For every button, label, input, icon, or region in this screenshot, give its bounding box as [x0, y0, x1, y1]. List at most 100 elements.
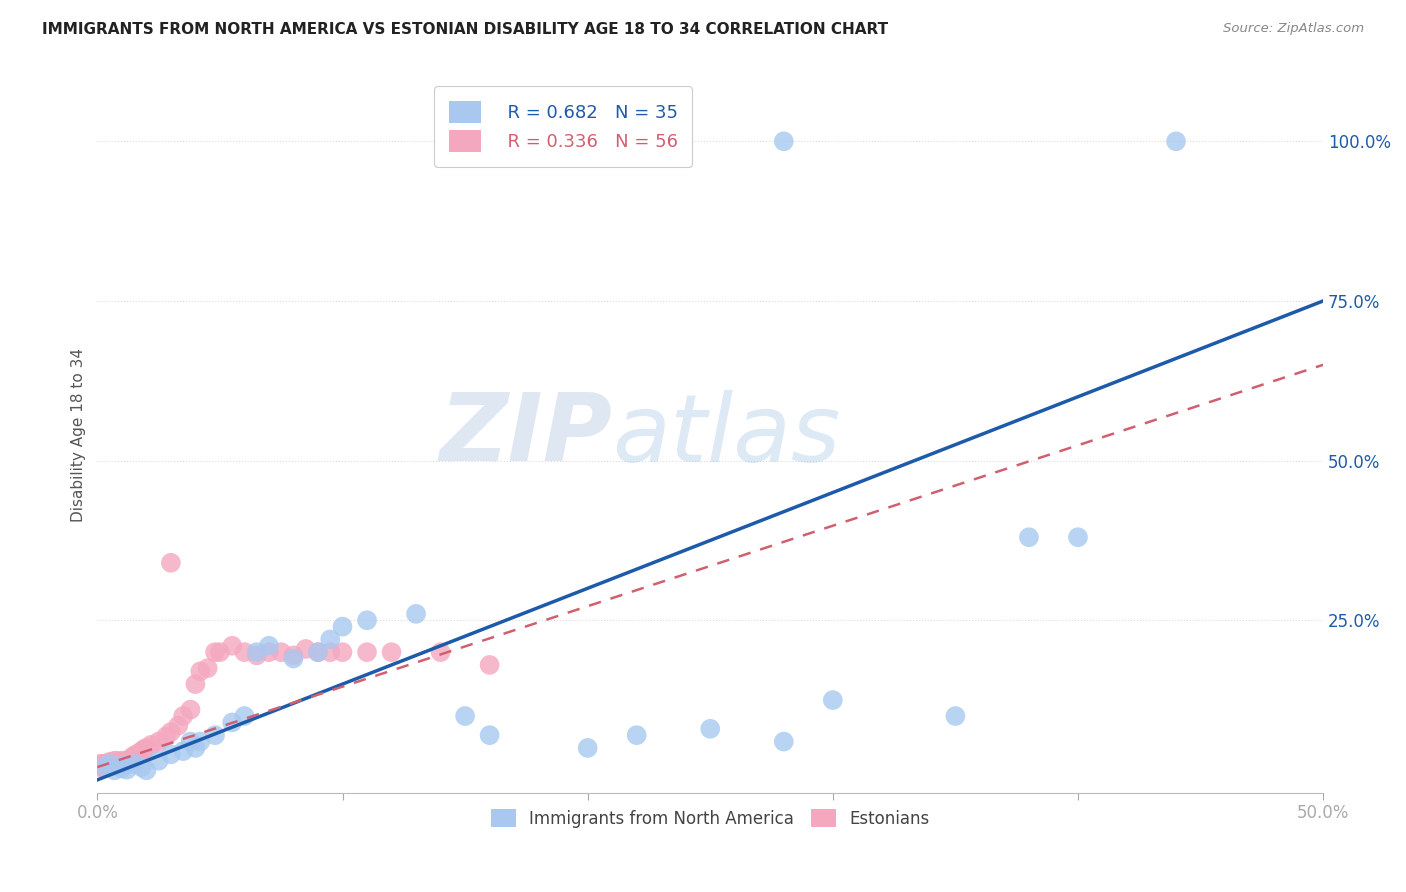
Point [101, 759, 124, 773]
Point [246, 645, 269, 659]
Point [332, 619, 354, 633]
Point [945, 709, 967, 723]
Point [772, 734, 794, 748]
Legend: Immigrants from North America, Estonians: Immigrants from North America, Estonians [484, 803, 936, 834]
Point [233, 709, 256, 723]
Point [1164, 134, 1187, 148]
Point [148, 734, 170, 748]
Point [135, 741, 157, 756]
Point [111, 761, 134, 775]
Point [294, 642, 316, 657]
Point [283, 651, 305, 665]
Point [699, 722, 721, 736]
Point [356, 645, 378, 659]
Point [111, 756, 134, 771]
Point [576, 741, 599, 756]
Point [429, 645, 451, 659]
Point [167, 718, 190, 732]
Point [125, 747, 148, 762]
Text: IMMIGRANTS FROM NORTH AMERICA VS ESTONIAN DISABILITY AGE 18 TO 34 CORRELATION CH: IMMIGRANTS FROM NORTH AMERICA VS ESTONIA… [42, 22, 889, 37]
Point [356, 613, 378, 627]
Point [204, 645, 226, 659]
Point [626, 728, 648, 742]
Point [380, 645, 402, 659]
Point [221, 639, 243, 653]
Point [179, 703, 201, 717]
Point [478, 657, 501, 672]
Point [93, 756, 115, 771]
Point [118, 752, 141, 766]
Point [105, 756, 128, 771]
Point [1018, 530, 1040, 544]
Point [160, 725, 183, 739]
Point [204, 728, 226, 742]
Point [233, 645, 256, 659]
Point [105, 754, 128, 768]
Point [141, 738, 163, 752]
Point [405, 607, 427, 621]
Point [108, 755, 131, 769]
Point [179, 734, 201, 748]
Point [172, 744, 194, 758]
Point [115, 763, 138, 777]
Point [111, 759, 134, 773]
Point [103, 754, 125, 768]
Point [112, 755, 135, 769]
Point [93, 760, 115, 774]
Point [132, 742, 155, 756]
Point [96, 756, 118, 771]
Point [89, 760, 111, 774]
Point [93, 760, 115, 774]
Text: ZIP: ZIP [439, 389, 612, 481]
Text: Source: ZipAtlas.com: Source: ZipAtlas.com [1223, 22, 1364, 36]
Point [478, 728, 501, 742]
Point [821, 693, 844, 707]
Point [122, 748, 145, 763]
Point [221, 715, 243, 730]
Point [319, 645, 342, 659]
Point [246, 648, 269, 663]
Point [128, 746, 150, 760]
Point [121, 750, 143, 764]
Point [103, 764, 125, 778]
Point [184, 741, 207, 756]
Point [172, 709, 194, 723]
Point [115, 754, 138, 768]
Point [91, 756, 114, 771]
Point [160, 556, 183, 570]
Point [98, 755, 121, 769]
Text: atlas: atlas [612, 390, 841, 481]
Point [257, 645, 280, 659]
Point [98, 756, 121, 771]
Point [96, 759, 118, 773]
Point [135, 764, 157, 778]
Point [184, 677, 207, 691]
Point [197, 661, 219, 675]
Point [188, 665, 211, 679]
Point [283, 648, 305, 663]
Point [131, 744, 153, 758]
Point [208, 645, 231, 659]
Y-axis label: Disability Age 18 to 34: Disability Age 18 to 34 [72, 348, 86, 522]
Point [270, 645, 292, 659]
Point [101, 755, 124, 769]
Point [155, 730, 177, 744]
Point [1067, 530, 1090, 544]
Point [307, 645, 329, 659]
Point [98, 759, 121, 773]
Point [257, 639, 280, 653]
Point [307, 645, 329, 659]
Point [772, 134, 794, 148]
Point [122, 756, 145, 771]
Point [131, 760, 153, 774]
Point [89, 756, 111, 771]
Point [319, 632, 342, 647]
Point [148, 754, 170, 768]
Point [332, 645, 354, 659]
Point [160, 747, 183, 762]
Point [103, 756, 125, 771]
Point [454, 709, 477, 723]
Point [188, 734, 211, 748]
Point [91, 760, 114, 774]
Point [111, 754, 134, 768]
